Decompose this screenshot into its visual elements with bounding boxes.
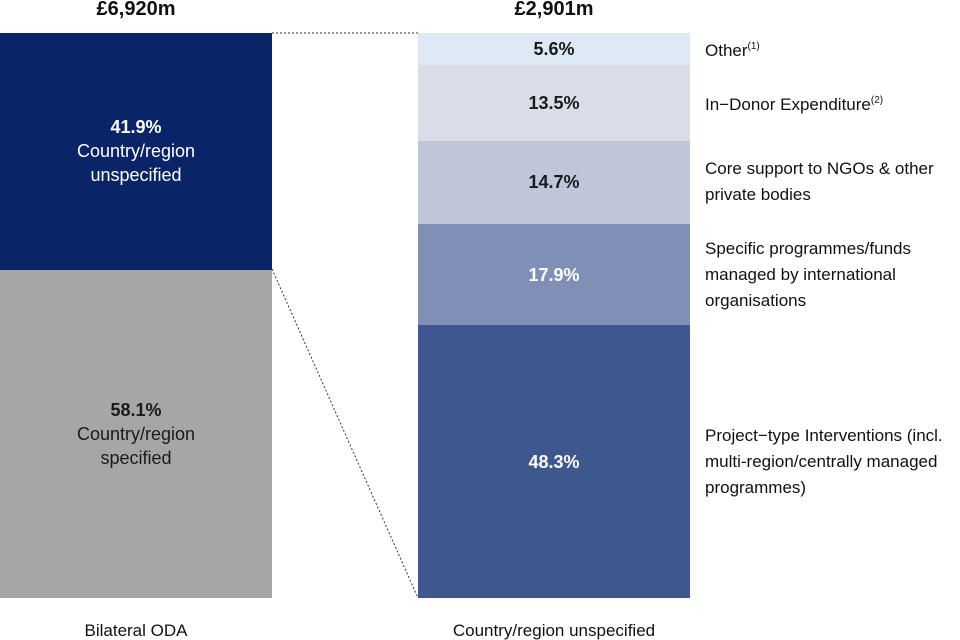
legend-text: Other: [705, 40, 748, 60]
legend-entry: Core support to NGOs & other private bod…: [705, 156, 960, 208]
legend-entry: Project−type Interventions (incl. multi-…: [705, 423, 960, 501]
value-label: 17.9%: [528, 264, 580, 285]
legend-text: Specific programmes/funds managed by int…: [705, 238, 911, 310]
legend-entry: Other(1): [705, 34, 960, 64]
value-label: 58.1%: [110, 399, 162, 420]
value-label: 48.3%: [528, 451, 580, 472]
segment: 58.1% Country/region specified: [0, 269, 272, 598]
x-label: Country/region unspecified: [452, 621, 656, 640]
bar-total: £6,920m: [96, 0, 176, 20]
segment-label: Country/region specified: [76, 423, 196, 468]
segment: 13.5%: [418, 64, 690, 141]
value-label: 13.5%: [528, 92, 580, 113]
legend-entry: Specific programmes/funds managed by int…: [705, 236, 960, 314]
legend-text: In−Donor Expenditure: [705, 94, 871, 114]
value-label: 5.6%: [533, 38, 575, 59]
bar-total: £2,901m: [514, 0, 594, 20]
segment: 48.3%: [418, 325, 690, 598]
segment-label: Country/region unspecified: [76, 141, 196, 186]
segment: 5.6%: [418, 33, 690, 65]
legend-entry: In−Donor Expenditure(2): [705, 88, 960, 118]
legend-text: Project−type Interventions (incl. multi-…: [705, 425, 943, 497]
footnote-ref: (2): [870, 94, 884, 106]
value-label: 14.7%: [528, 172, 580, 193]
segment: 41.9% Country/region unspecified: [0, 33, 272, 270]
legend-text: Core support to NGOs & other private bod…: [705, 159, 934, 205]
x-label: Bilateral ODA: [84, 621, 188, 640]
footnote-ref: (1): [747, 40, 760, 52]
value-label: 41.9%: [110, 117, 162, 138]
connector: [271, 268, 419, 599]
segment: 14.7%: [418, 140, 690, 224]
segment: 17.9%: [418, 223, 690, 326]
